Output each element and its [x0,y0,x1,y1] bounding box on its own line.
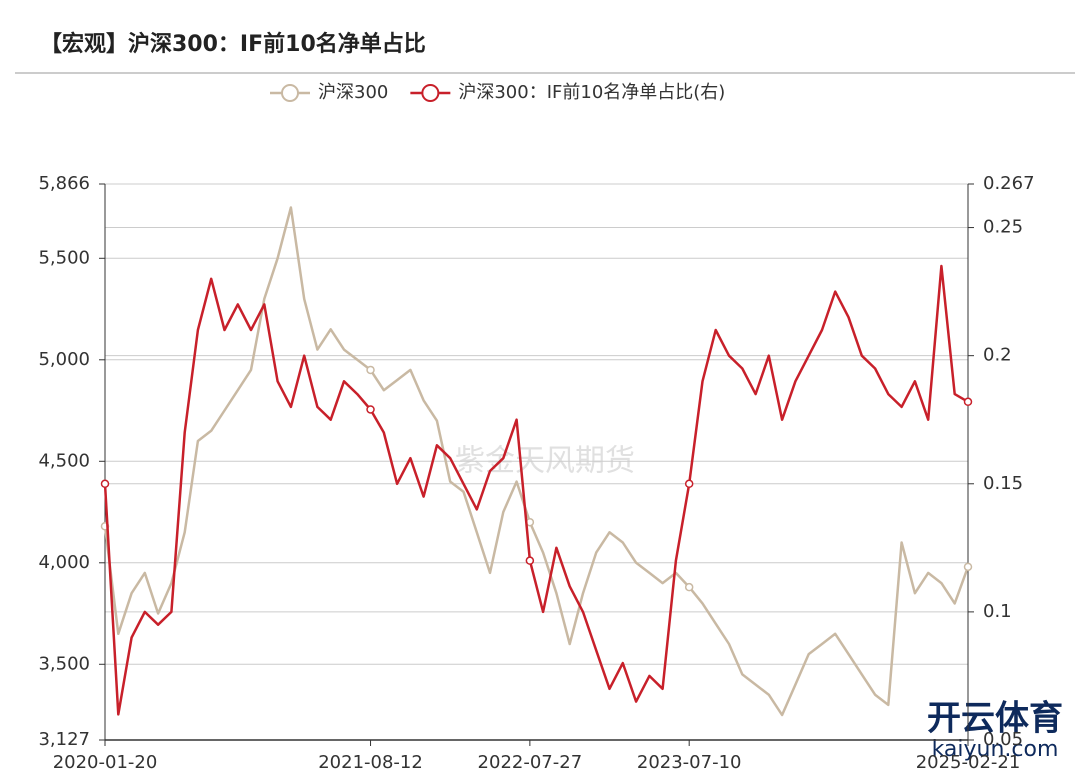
y-tick-label: 3,127 [38,729,90,750]
legend-marker [421,84,440,102]
y2-tick-label: 0.05 [983,729,1023,750]
point-marker [963,397,973,407]
y-tick-label: 5,000 [38,349,90,370]
point-marker [366,365,375,375]
y-tick-label: 4,000 [38,552,90,573]
watermark: kaiyun.com [932,737,1059,762]
y2-tick-label: 0.2 [983,345,1012,366]
series-line [103,206,970,717]
y2-tick-label: 0.25 [983,217,1023,238]
y-tick-label: 3,500 [38,653,90,674]
y2-tick-label: 0.15 [983,473,1023,494]
point-marker [963,562,973,572]
point-marker [100,479,110,489]
watermark: 开云体育 [927,699,1063,739]
point-marker [684,479,694,489]
legend-label: 沪深300 [318,82,388,103]
x-tick-label: 2025-02-21 [916,752,1021,773]
point-marker [366,405,375,414]
x-tick-label: 2022-07-27 [478,752,583,773]
legend-label: 沪深300：IF前10名净单占比(右) [458,82,725,103]
y-tick-label: 5,500 [38,247,90,268]
point-marker [684,582,694,592]
series-line [103,264,969,716]
x-tick-label: 2021-08-12 [318,752,423,773]
x-tick-label: 2020-01-20 [53,752,158,773]
legend-marker [281,84,299,102]
y2-tick-label: 0.1 [983,601,1012,622]
point-marker [525,556,535,565]
y2-tick-label: 0.267 [983,173,1035,194]
chart-title: 【宏观】沪深300：IF前10名净单占比 [40,31,426,57]
y-tick-label: 4,500 [38,450,90,471]
x-tick-label: 2023-07-10 [637,752,742,773]
y-tick-label: 5,866 [38,173,90,194]
